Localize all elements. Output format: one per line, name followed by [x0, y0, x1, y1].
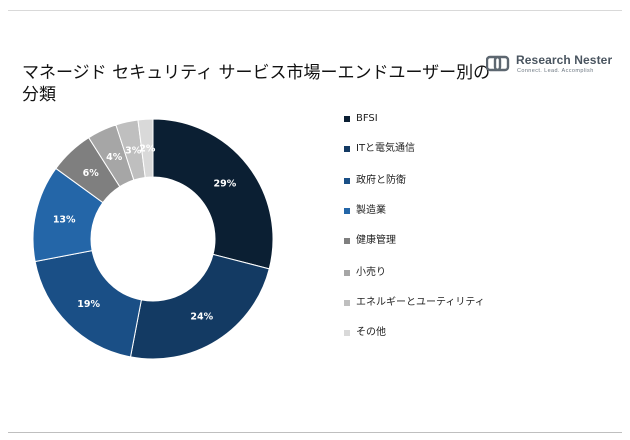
slice-percent-label: 3% — [125, 146, 142, 157]
logo-mark-icon — [486, 55, 510, 72]
donut-chart: 29% 24% 19% 13% 6% 4%3%2% — [32, 118, 274, 360]
legend-label: 健康管理 — [356, 235, 396, 246]
legend-swatch — [344, 300, 350, 306]
logo-name: Research Nester — [516, 53, 613, 67]
legend-swatch — [344, 238, 350, 244]
legend-label: ITと電気通信 — [356, 143, 416, 154]
legend-swatch — [344, 208, 350, 214]
slice-percent-label: 29% — [214, 179, 237, 190]
legend-label: 政府と防衛 — [356, 175, 406, 186]
legend-swatch — [344, 116, 350, 122]
research-nester-logo: Research Nester Connect. Lead. Accomplis… — [486, 52, 616, 78]
legend-label: 小売り — [356, 267, 386, 278]
legend-swatch — [344, 178, 350, 184]
legend-label: エネルギーとユーティリティ — [356, 297, 485, 308]
top-divider — [8, 10, 622, 11]
legend-label: 製造業 — [356, 205, 386, 216]
legend-label: BFSI — [356, 113, 378, 124]
donut-slice — [152, 118, 274, 270]
legend-label: その他 — [356, 327, 386, 338]
legend-swatch — [344, 146, 350, 152]
chart-title: マネージド セキュリティ サービス市場ーエンドユーザー別の分類 — [22, 63, 491, 105]
donut-slice — [137, 118, 154, 179]
slice-percent-label: 6% — [83, 168, 100, 179]
legend-swatch — [344, 270, 350, 276]
slice-percent-label: 2% — [139, 144, 156, 155]
slice-percent-label: 13% — [53, 215, 76, 226]
donut-slice — [129, 253, 270, 360]
slice-percent-label: 4% — [106, 152, 123, 163]
slice-percent-label: 24% — [190, 311, 213, 322]
legend-swatch — [344, 330, 350, 336]
slice-percent-label: 19% — [77, 299, 100, 310]
logo-tagline: Connect. Lead. Accomplish — [517, 68, 594, 74]
bottom-divider — [8, 432, 622, 433]
